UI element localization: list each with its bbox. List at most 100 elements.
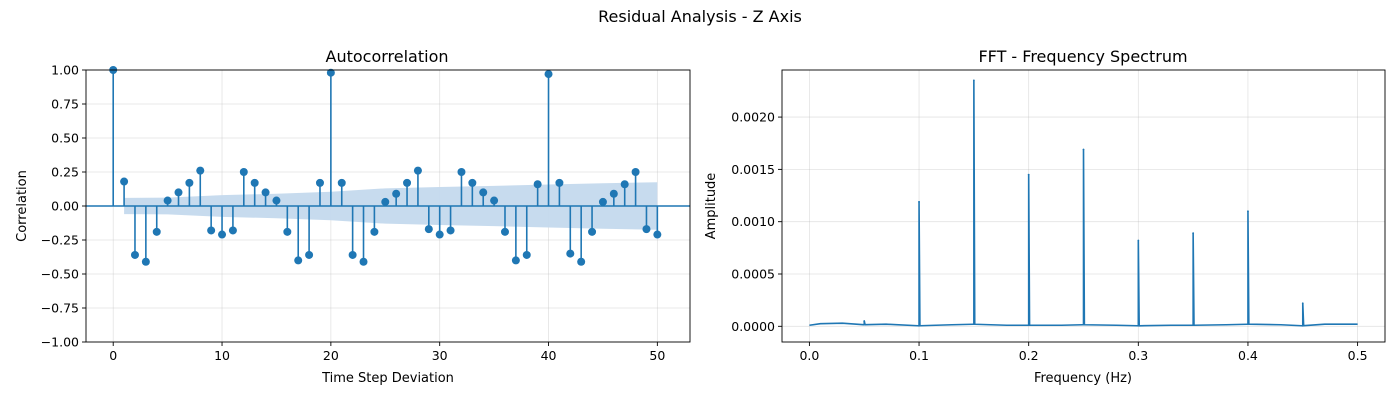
- y-tick-label: −0.75: [41, 301, 79, 316]
- y-tick-label: 0.0010: [731, 214, 775, 229]
- figure-suptitle: Residual Analysis - Z Axis: [598, 7, 802, 26]
- stem-marker: [250, 178, 259, 187]
- stem-marker: [283, 227, 292, 236]
- stem-marker: [130, 250, 139, 259]
- stem-marker: [511, 256, 520, 265]
- spectrum-peak: [1192, 232, 1195, 235]
- stem-marker: [620, 180, 629, 189]
- stem-marker: [294, 256, 303, 265]
- stem-marker: [218, 230, 227, 239]
- fft-ylabel: Amplitude: [704, 173, 719, 240]
- stem-marker: [163, 196, 172, 205]
- x-tick-label: 40: [541, 348, 557, 363]
- y-tick-label: 0.0020: [731, 110, 775, 125]
- stem-marker: [152, 227, 161, 236]
- y-tick-label: 0.0015: [731, 162, 775, 177]
- spectrum-peak: [1082, 148, 1085, 151]
- fft-frame: [781, 69, 1386, 343]
- autocorrelation-stems: [86, 66, 690, 266]
- stem-marker: [239, 168, 248, 176]
- y-tick-label: 0.25: [51, 165, 79, 180]
- stem-marker: [272, 196, 281, 205]
- stem-marker: [479, 188, 488, 197]
- fft-xlabel: Frequency (Hz): [1034, 371, 1132, 386]
- y-tick-label: −1.00: [41, 335, 79, 350]
- stem-marker: [544, 70, 553, 79]
- stem-marker: [261, 188, 270, 197]
- stem-marker: [642, 225, 651, 234]
- stem-marker: [555, 178, 564, 187]
- x-tick-label: 0: [109, 348, 117, 363]
- stem-marker: [413, 166, 422, 175]
- x-tick-label: 0.1: [909, 348, 929, 363]
- fft-spectrum: [809, 79, 1358, 327]
- stem-marker: [424, 225, 433, 234]
- spectrum-peak: [1301, 302, 1304, 305]
- fft-ticks: 0.0 0.1 0.2 0.3 0.4 0.5 0.0000 0.0005 0.0010 0.00…: [731, 110, 1367, 363]
- spectrum-peak: [1137, 239, 1140, 242]
- x-tick-label: 0.2: [1019, 348, 1039, 363]
- spectrum-peak: [1247, 210, 1249, 213]
- stem-marker: [174, 188, 183, 197]
- stem-marker: [522, 250, 531, 259]
- stem-marker: [533, 180, 542, 189]
- stem-marker: [609, 189, 618, 198]
- stem-marker: [631, 168, 640, 176]
- x-tick-label: 0.4: [1238, 348, 1258, 363]
- x-tick-label: 50: [649, 348, 665, 363]
- x-tick-label: 30: [432, 348, 448, 363]
- stem-marker: [185, 178, 194, 187]
- stem-marker: [577, 257, 586, 266]
- spectrum-peak: [1027, 173, 1030, 176]
- spectrum-peak: [918, 200, 920, 203]
- y-tick-label: −0.50: [41, 267, 79, 282]
- stem-marker: [337, 178, 346, 187]
- autocorrelation-xlabel: Time Step Deviation: [321, 371, 454, 386]
- y-tick-label: −0.25: [41, 233, 79, 248]
- fft-plot: FFT - Frequency Spectrum Frequency (Hz) …: [704, 47, 1386, 386]
- y-tick-label: 0.50: [51, 131, 79, 146]
- stem-marker: [141, 257, 150, 266]
- y-tick-label: 0.00: [51, 199, 79, 214]
- x-tick-label: 0.5: [1348, 348, 1368, 363]
- stem-marker: [500, 227, 509, 236]
- x-tick-label: 0.0: [799, 348, 819, 363]
- stem-marker: [457, 168, 466, 176]
- autocorrelation-title: Autocorrelation: [326, 47, 449, 66]
- y-tick-label: 1.00: [51, 63, 79, 78]
- stem-marker: [468, 178, 477, 187]
- stem-marker: [326, 68, 335, 77]
- stem-marker: [359, 257, 368, 266]
- stem-marker: [598, 197, 607, 206]
- stem-marker: [348, 250, 357, 259]
- stem-marker: [228, 226, 237, 235]
- y-tick-label: 0.0005: [731, 267, 775, 282]
- y-tick-label: 0.75: [51, 97, 79, 112]
- stem-marker: [653, 230, 662, 239]
- spectrum-peak: [972, 79, 975, 82]
- stem-marker: [207, 226, 216, 235]
- autocorrelation-ylabel: Correlation: [15, 170, 30, 242]
- stem-marker: [392, 189, 401, 198]
- autocorrelation-frame: [85, 69, 691, 343]
- autocorrelation-plot: Autocorrelation Time Step Deviation Corr…: [15, 47, 691, 386]
- x-tick-label: 20: [323, 348, 339, 363]
- stem-marker: [370, 227, 379, 236]
- stem-marker: [403, 178, 412, 187]
- stem-marker: [305, 250, 314, 259]
- stem-marker: [446, 226, 455, 235]
- y-tick-label: 0.0000: [731, 319, 775, 334]
- x-tick-label: 0.3: [1128, 348, 1148, 363]
- stem-marker: [566, 249, 575, 258]
- autocorrelation-ticks: 0 10 20 30 40 50 −1.00 −0.75 −0.50 −0.25 0.00 0.25 0…: [41, 63, 666, 364]
- x-tick-label: 10: [214, 348, 230, 363]
- stem-marker: [196, 166, 205, 175]
- stem-marker: [588, 227, 597, 236]
- stem-marker: [120, 177, 129, 186]
- fft-title: FFT - Frequency Spectrum: [978, 47, 1187, 66]
- stem-marker: [490, 196, 499, 205]
- spectrum-peak: [863, 320, 866, 322]
- stem-marker: [435, 230, 444, 239]
- stem-marker: [315, 178, 324, 187]
